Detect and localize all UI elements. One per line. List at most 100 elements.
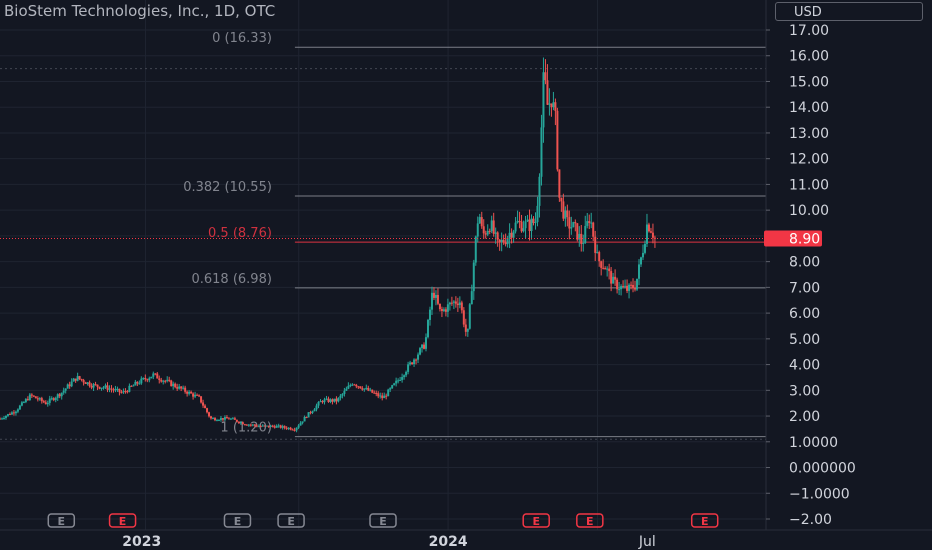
earnings-marker[interactable] xyxy=(108,513,137,528)
candle-body xyxy=(253,424,256,426)
candle-body xyxy=(596,252,599,254)
candle-body xyxy=(349,385,352,387)
candle-body xyxy=(419,348,422,355)
candle-body xyxy=(490,220,493,232)
price-tick-label: 14.00 xyxy=(789,100,829,116)
candle-body xyxy=(325,398,328,400)
candle-body xyxy=(369,389,372,391)
candle-body xyxy=(78,376,81,380)
candle-body xyxy=(210,416,213,419)
candle-body xyxy=(432,292,435,298)
candle-body xyxy=(293,429,296,431)
price-tick-label: 4.00 xyxy=(789,358,820,374)
candle-body xyxy=(347,385,350,389)
candle-body xyxy=(373,392,376,394)
earnings-marker[interactable] xyxy=(277,513,305,528)
time-axis-label: Jul xyxy=(638,534,656,550)
candle-body xyxy=(198,395,201,397)
candle-body xyxy=(289,427,292,430)
candle-body xyxy=(269,425,272,427)
candle-body xyxy=(20,402,23,406)
candle-body xyxy=(277,425,280,427)
candle-body xyxy=(488,230,491,232)
candle-body xyxy=(297,425,300,428)
candle-body xyxy=(536,205,539,223)
candle-body xyxy=(10,412,13,415)
earnings-marker-label: E xyxy=(532,515,540,528)
candle-body xyxy=(476,223,479,237)
candle-body xyxy=(124,391,127,393)
candle-body xyxy=(138,383,141,385)
candle-body xyxy=(52,398,55,401)
last-price-label: 8.90 xyxy=(789,231,820,247)
candle-body xyxy=(241,422,244,425)
candle-body xyxy=(425,337,428,349)
earnings-marker[interactable] xyxy=(522,513,550,528)
candle-body xyxy=(345,388,348,391)
candle-body xyxy=(542,72,545,128)
candle-body xyxy=(448,302,451,305)
candle-body xyxy=(391,385,394,389)
candle-body xyxy=(458,302,461,306)
candle-body xyxy=(516,220,519,223)
candle-body xyxy=(618,289,621,291)
candle-body xyxy=(632,285,635,289)
candle-body xyxy=(188,391,191,394)
price-tick-label: 11.00 xyxy=(789,177,829,193)
fibonacci-retracement[interactable]: 0 (16.33) 0.382 (10.55) 0.5 (8.76) 0.618 (6… xyxy=(183,31,766,438)
candle-body xyxy=(110,388,113,390)
candle-body xyxy=(243,424,246,426)
candle-body xyxy=(6,414,9,416)
candle-body xyxy=(317,402,320,406)
candle-body xyxy=(570,227,573,229)
candle-body xyxy=(249,424,252,426)
candle-body xyxy=(34,396,37,399)
candle-body xyxy=(80,379,83,381)
candle-body xyxy=(598,252,601,262)
candle-body xyxy=(116,388,119,390)
earnings-marker[interactable] xyxy=(690,513,719,528)
candle-body xyxy=(12,412,15,414)
candle-body xyxy=(202,402,205,406)
earnings-marker[interactable] xyxy=(47,513,76,528)
candle-body xyxy=(351,384,354,386)
candle-body xyxy=(128,385,131,392)
candle-body xyxy=(612,276,615,284)
price-tick-label: 12.00 xyxy=(789,152,829,168)
candle-body xyxy=(333,398,336,402)
price-tick-label: 10.00 xyxy=(789,203,829,219)
time-axis[interactable]: 2023 2024 Jul xyxy=(0,529,932,550)
candle-body xyxy=(38,398,41,400)
earnings-marker[interactable] xyxy=(369,513,397,528)
candle-body xyxy=(235,419,238,422)
candle-body xyxy=(438,303,441,310)
candle-body xyxy=(628,284,631,291)
candle-body xyxy=(576,223,579,240)
candle-body xyxy=(578,233,581,240)
candle-body xyxy=(309,412,312,414)
candle-body xyxy=(641,252,644,258)
candle-body xyxy=(76,376,79,381)
candle-body xyxy=(108,388,111,390)
earnings-marker[interactable] xyxy=(576,513,604,528)
currency-selector[interactable]: USD xyxy=(775,2,923,21)
candle-body xyxy=(357,386,360,388)
candle-body xyxy=(608,268,611,272)
candle-body xyxy=(468,304,471,329)
candle-body xyxy=(8,414,11,416)
candle-body xyxy=(16,409,19,412)
candle-body xyxy=(634,288,637,290)
candle-body xyxy=(604,268,607,270)
candle-body xyxy=(630,284,633,286)
candle-body xyxy=(532,218,535,223)
earnings-marker[interactable] xyxy=(223,513,252,528)
last-price-badge[interactable] xyxy=(764,230,822,247)
candle-body xyxy=(436,294,439,304)
price-axis[interactable]: 17.00 16.00 15.00 14.00 13.00 12.00 11.00 10.00… xyxy=(764,0,932,530)
time-axis-label: 2023 xyxy=(122,534,161,550)
candle-body xyxy=(496,232,499,240)
candle-body xyxy=(343,390,346,395)
candle-body xyxy=(82,380,85,383)
